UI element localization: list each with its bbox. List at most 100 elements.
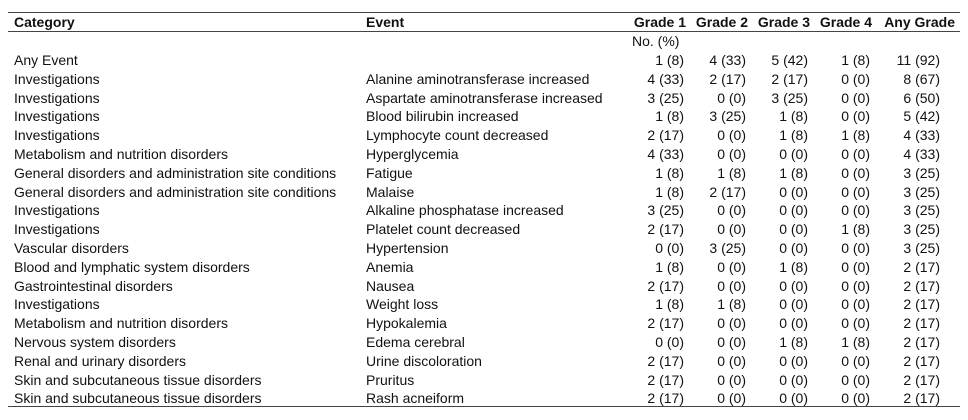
grade-cell: 1 (8) xyxy=(655,296,684,313)
grade-cell: 0 (0) xyxy=(779,277,808,294)
event-cell: Hypertension xyxy=(366,240,449,256)
grade-cell: 3 (25) xyxy=(709,240,746,256)
grade-cell: 0 (0) xyxy=(779,202,808,219)
grade-cell: 0 (0) xyxy=(655,240,684,256)
grade-cell: 4 (33) xyxy=(903,146,940,162)
event-cell: Aspartate aminotransferase increased xyxy=(366,89,603,106)
grade-cell: 2 (17) xyxy=(647,371,684,388)
category-cell: Investigations xyxy=(14,296,100,313)
grade-cell: 2 (17) xyxy=(647,127,684,144)
category-cell: Investigations xyxy=(14,108,100,125)
grade-cell: 3 (25) xyxy=(903,202,940,219)
grade-cell: 0 (0) xyxy=(717,258,746,275)
grade-cell: 1 (8) xyxy=(779,164,808,181)
grade-cell: 3 (25) xyxy=(903,240,940,256)
grade-cell: 0 (0) xyxy=(841,202,870,219)
category-cell: Any Event xyxy=(14,52,78,68)
grade-cell: 0 (0) xyxy=(841,146,870,162)
grade-cell: 1 (8) xyxy=(655,183,684,200)
event-cell: Platelet count decreased xyxy=(366,221,521,238)
subheader: No. (%) xyxy=(632,33,680,49)
grade-cell: 0 (0) xyxy=(717,89,746,106)
grade-cell: 0 (0) xyxy=(841,352,870,369)
grade-cell: 5 (42) xyxy=(771,52,808,68)
grade-cell: 2 (17) xyxy=(903,334,940,350)
category-cell: Skin and subcutaneous tissue disorders xyxy=(14,371,262,388)
grade-cell: 0 (0) xyxy=(841,70,870,87)
grade-cell: 0 (0) xyxy=(841,277,870,294)
grade-cell: 2 (17) xyxy=(903,352,940,369)
event-cell: Urine discoloration xyxy=(366,352,482,369)
category-cell: Investigations xyxy=(14,70,100,87)
grade-cell: 1 (8) xyxy=(655,164,684,181)
grade-cell: 0 (0) xyxy=(841,390,870,407)
grade-cell: 1 (8) xyxy=(779,258,808,275)
event-cell: Alanine aminotransferase increased xyxy=(366,70,590,87)
event-cell: Malaise xyxy=(366,183,415,200)
grade-cell: 0 (0) xyxy=(841,240,870,256)
grade-cell: 0 (0) xyxy=(841,258,870,275)
grade-cell: 1 (8) xyxy=(779,108,808,125)
grade-cell: 3 (25) xyxy=(903,183,940,200)
column-header: Any Grade xyxy=(884,14,955,30)
event-cell: Lymphocyte count decreased xyxy=(366,127,549,144)
grade-cell: 6 (50) xyxy=(903,89,940,106)
grade-cell: 0 (0) xyxy=(717,127,746,144)
grade-cell: 2 (17) xyxy=(709,70,746,87)
column-header: Grade 2 xyxy=(695,14,748,30)
grade-cell: 0 (0) xyxy=(779,371,808,388)
grade-cell: 4 (33) xyxy=(903,127,940,144)
category-cell: Gastrointestinal disorders xyxy=(14,277,173,294)
grade-cell: 1 (8) xyxy=(717,296,746,313)
grade-cell: 3 (25) xyxy=(709,108,746,125)
bottom-rule xyxy=(8,406,960,407)
grade-cell: 1 (8) xyxy=(779,127,808,144)
event-cell: Rash acneiform xyxy=(366,390,465,407)
header-rule xyxy=(8,31,960,32)
grade-cell: 0 (0) xyxy=(717,390,746,407)
grade-cell: 3 (25) xyxy=(903,164,940,181)
grade-cell: 0 (0) xyxy=(779,390,808,407)
grade-cell: 0 (0) xyxy=(717,221,746,238)
grade-cell: 1 (8) xyxy=(655,258,684,275)
grade-cell: 3 (25) xyxy=(647,89,684,106)
grade-cell: 1 (8) xyxy=(841,52,870,68)
grade-cell: 11 (92) xyxy=(896,52,940,68)
grade-cell: 0 (0) xyxy=(841,108,870,125)
grade-cell: 0 (0) xyxy=(841,296,870,313)
category-cell: General disorders and administration sit… xyxy=(14,183,337,200)
grade-cell: 0 (0) xyxy=(779,315,808,332)
grade-cell: 0 (0) xyxy=(717,277,746,294)
column-header: Category xyxy=(14,14,75,30)
grade-cell: 0 (0) xyxy=(779,240,808,256)
grade-cell: 1 (8) xyxy=(841,127,870,144)
grade-cell: 1 (8) xyxy=(655,108,684,125)
category-cell: Skin and subcutaneous tissue disorders xyxy=(14,390,262,407)
grade-cell: 1 (8) xyxy=(841,334,870,350)
grade-cell: 1 (8) xyxy=(717,164,746,181)
grade-cell: 0 (0) xyxy=(841,371,870,388)
grade-cell: 4 (33) xyxy=(709,52,746,68)
event-cell: Hyperglycemia xyxy=(366,146,459,162)
event-cell: Blood bilirubin increased xyxy=(366,108,519,125)
category-cell: Renal and urinary disorders xyxy=(14,352,186,369)
category-cell: Investigations xyxy=(14,127,100,144)
grade-cell: 2 (17) xyxy=(903,315,940,332)
category-cell: Metabolism and nutrition disorders xyxy=(14,315,228,332)
grade-cell: 0 (0) xyxy=(655,334,684,350)
grade-cell: 2 (17) xyxy=(903,390,940,407)
grade-cell: 2 (17) xyxy=(903,258,940,275)
event-cell: Edema cerebral xyxy=(366,334,465,350)
grade-cell: 0 (0) xyxy=(717,352,746,369)
column-header: Grade 4 xyxy=(819,14,872,30)
event-cell: Alkaline phosphatase increased xyxy=(366,202,564,219)
grade-cell: 3 (25) xyxy=(771,89,808,106)
grade-cell: 0 (0) xyxy=(717,315,746,332)
category-cell: General disorders and administration sit… xyxy=(14,164,337,181)
grade-cell: 2 (17) xyxy=(647,221,684,238)
event-cell: Pruritus xyxy=(366,371,415,388)
grade-cell: 0 (0) xyxy=(841,183,870,200)
grade-cell: 3 (25) xyxy=(647,202,684,219)
grade-cell: 0 (0) xyxy=(779,146,808,162)
